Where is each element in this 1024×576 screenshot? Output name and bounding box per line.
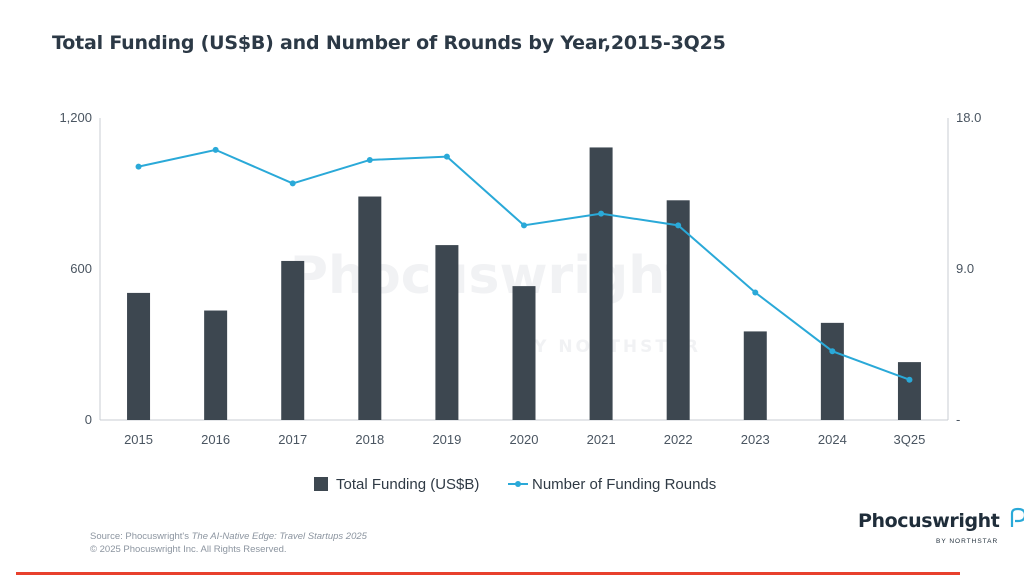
funding-bar bbox=[127, 292, 151, 420]
legend-line-label: Number of Funding Rounds bbox=[532, 476, 716, 493]
logo-wordmark: Phocuswright bbox=[858, 510, 1000, 532]
combo-chart: Phocuswright BY NORTHSTAR 0 600 1,200 - 9.0 1… bbox=[59, 110, 981, 493]
funding-rounds-point bbox=[366, 156, 373, 163]
x-tick-label: 2020 bbox=[510, 432, 539, 447]
funding-bar bbox=[204, 310, 228, 420]
funding-bar bbox=[435, 245, 459, 420]
funding-bar bbox=[820, 322, 844, 420]
funding-rounds-point bbox=[829, 348, 836, 355]
source-title: The AI-Native Edge: Travel Startups 2025 bbox=[191, 531, 367, 542]
legend-bar-swatch bbox=[314, 477, 328, 491]
y-right-tick-label: - bbox=[956, 412, 960, 427]
source-note: Source: Phocuswright's The AI-Native Edg… bbox=[90, 530, 367, 556]
source-prefix: Source: Phocuswright's bbox=[90, 531, 192, 542]
x-tick-label: 2016 bbox=[201, 432, 230, 447]
funding-rounds-point bbox=[443, 153, 450, 160]
funding-rounds-point bbox=[752, 289, 759, 296]
funding-bar bbox=[281, 260, 305, 420]
funding-bar bbox=[358, 196, 382, 420]
x-tick-label: 2019 bbox=[432, 432, 461, 447]
watermark: Phocuswright BY NORTHSTAR bbox=[290, 246, 698, 357]
x-tick-label: 2015 bbox=[124, 432, 153, 447]
funding-bar bbox=[743, 331, 767, 420]
x-tick-label: 2021 bbox=[587, 432, 616, 447]
logo-mark-icon bbox=[1010, 507, 1024, 527]
funding-rounds-point bbox=[212, 146, 219, 153]
funding-bar bbox=[666, 200, 690, 420]
legend-bar-label: Total Funding (US$B) bbox=[336, 476, 479, 493]
funding-rounds-point bbox=[906, 376, 913, 383]
y-left-tick-label: 0 bbox=[85, 412, 92, 427]
x-tick-label: 2023 bbox=[741, 432, 770, 447]
logo-tagline: BY NORTHSTAR bbox=[936, 538, 999, 545]
legend-line-marker bbox=[515, 481, 521, 487]
x-tick-label: 2024 bbox=[818, 432, 847, 447]
funding-bar bbox=[512, 286, 536, 420]
funding-bar bbox=[589, 147, 613, 420]
brand-logo: Phocuswright BY NORTHSTAR bbox=[858, 507, 1024, 545]
chart-title: Total Funding (US$B) and Number of Round… bbox=[52, 32, 726, 54]
copyright: © 2025 Phocuswright Inc. All Rights Rese… bbox=[90, 544, 287, 555]
funding-rounds-point bbox=[289, 180, 296, 187]
footer-accent-line bbox=[16, 572, 960, 575]
x-tick-label: 2018 bbox=[355, 432, 384, 447]
funding-rounds-point bbox=[598, 210, 605, 217]
watermark-text: Phocuswright bbox=[290, 246, 690, 306]
funding-rounds-point bbox=[135, 163, 142, 170]
funding-rounds-point bbox=[521, 222, 527, 229]
x-tick-label: 3Q25 bbox=[894, 432, 926, 447]
funding-bar bbox=[897, 362, 921, 420]
y-right-tick-label: 18.0 bbox=[956, 110, 981, 125]
funding-rounds-point bbox=[675, 222, 682, 229]
x-tick-label: 2017 bbox=[278, 432, 307, 447]
x-tick-label: 2022 bbox=[664, 432, 693, 447]
y-right-tick-label: 9.0 bbox=[956, 261, 974, 276]
y-left-tick-label: 1,200 bbox=[59, 110, 92, 125]
y-left-tick-label: 600 bbox=[70, 261, 92, 276]
